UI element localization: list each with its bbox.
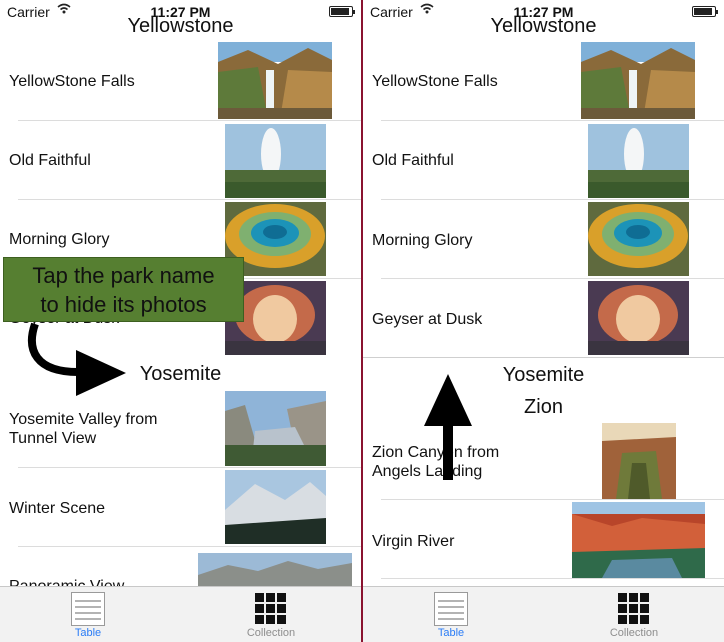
row-label-line2: Tunnel View bbox=[9, 430, 97, 447]
table-row[interactable]: Panoramic View bbox=[0, 547, 361, 595]
waterfall-photo bbox=[581, 42, 695, 119]
right-screen: Carrier 11:27 PM Yellowstone YellowStone… bbox=[363, 0, 724, 642]
table-row[interactable]: Morning Glory bbox=[363, 200, 724, 279]
winter-photo bbox=[225, 470, 326, 544]
tab-collection[interactable]: Collection bbox=[211, 587, 331, 642]
tab-bar: Table Collection bbox=[363, 586, 724, 642]
clock: 11:27 PM bbox=[150, 4, 211, 20]
table-row[interactable]: Yosemite Valley from Tunnel View bbox=[0, 388, 361, 468]
list-icon bbox=[434, 592, 468, 626]
table-row[interactable]: Geyser at Dusk bbox=[363, 279, 724, 358]
section-header-yosemite[interactable]: Yosemite bbox=[139, 363, 222, 385]
tab-bar: Table Collection bbox=[0, 586, 361, 642]
valley-photo bbox=[225, 391, 326, 466]
grid-icon bbox=[618, 593, 649, 624]
battery-icon bbox=[692, 6, 718, 17]
left-screen: Carrier 11:27 PM Yellowstone YellowStone… bbox=[0, 0, 361, 642]
status-bar: Carrier 11:27 PM bbox=[363, 0, 724, 22]
section-header-yellowstone[interactable]: Yellowstone bbox=[127, 15, 234, 37]
panorama-photo bbox=[198, 553, 352, 587]
carrier-label: Carrier bbox=[7, 4, 50, 20]
row-label: Geyser at Dusk bbox=[372, 311, 483, 328]
tab-label: Collection bbox=[609, 627, 659, 639]
table-row[interactable]: YellowStone Falls bbox=[363, 42, 724, 121]
row-label: Old Faithful bbox=[372, 152, 454, 169]
table-row[interactable]: Old Faithful bbox=[363, 121, 724, 200]
section-header-yosemite[interactable]: Yosemite bbox=[502, 364, 585, 386]
tab-label: Table bbox=[74, 627, 102, 639]
row-label-line2: Angels Landing bbox=[372, 463, 483, 480]
table-row[interactable]: Virgin River bbox=[363, 500, 724, 579]
row-label: Morning Glory bbox=[372, 232, 473, 249]
row-label: Morning Glory bbox=[9, 231, 110, 248]
waterfall-photo bbox=[218, 42, 332, 119]
section-separator bbox=[363, 357, 724, 358]
row-separator bbox=[381, 199, 724, 200]
row-separator bbox=[381, 278, 724, 279]
tab-label: Table bbox=[437, 627, 465, 639]
row-label: Old Faithful bbox=[9, 152, 91, 169]
wifi-icon bbox=[57, 3, 71, 14]
clock: 11:27 PM bbox=[513, 4, 574, 20]
tab-table[interactable]: Table bbox=[391, 587, 511, 642]
status-bar: Carrier 11:27 PM bbox=[0, 0, 361, 22]
up-arrow-icon bbox=[424, 374, 472, 480]
curved-arrow-icon bbox=[27, 322, 126, 396]
list-icon bbox=[71, 592, 105, 626]
row-separator bbox=[381, 499, 724, 500]
river-photo bbox=[572, 502, 705, 578]
instruction-callout: Tap the park name to hide its photos bbox=[3, 257, 244, 322]
row-separator bbox=[18, 199, 361, 200]
screen-divider bbox=[361, 0, 363, 642]
row-label: Zion Canyon from bbox=[372, 444, 500, 461]
row-separator bbox=[18, 546, 361, 547]
table-row[interactable]: Zion Canyon from Angels Landing bbox=[363, 420, 724, 500]
callout-line-2: to hide its photos bbox=[40, 292, 207, 317]
geyser-photo bbox=[225, 124, 326, 198]
tab-collection[interactable]: Collection bbox=[574, 587, 694, 642]
dusk-geyser-photo bbox=[588, 281, 689, 355]
table-row[interactable]: Winter Scene bbox=[0, 468, 361, 547]
grid-icon bbox=[255, 593, 286, 624]
row-separator bbox=[18, 467, 361, 468]
row-separator bbox=[381, 120, 724, 121]
row-label: Winter Scene bbox=[9, 500, 106, 517]
geyser-photo bbox=[588, 124, 689, 198]
section-header-zion[interactable]: Zion bbox=[524, 396, 563, 418]
table-row[interactable]: Old Faithful bbox=[0, 121, 361, 200]
row-label: YellowStone Falls bbox=[9, 73, 135, 90]
carrier-label: Carrier bbox=[370, 4, 413, 20]
row-separator bbox=[18, 120, 361, 121]
row-label: YellowStone Falls bbox=[372, 73, 498, 90]
canyon-photo bbox=[602, 423, 676, 499]
row-label: Yosemite Valley from bbox=[9, 411, 158, 428]
hot-spring-photo bbox=[588, 202, 689, 276]
section-header-yellowstone[interactable]: Yellowstone bbox=[490, 15, 597, 37]
row-separator bbox=[381, 578, 724, 579]
wifi-icon bbox=[420, 3, 434, 14]
tab-table[interactable]: Table bbox=[28, 587, 148, 642]
row-label: Virgin River bbox=[372, 533, 455, 550]
table-row[interactable]: YellowStone Falls bbox=[0, 42, 361, 121]
callout-line-1: Tap the park name bbox=[32, 263, 215, 288]
tab-label: Collection bbox=[246, 627, 296, 639]
battery-icon bbox=[329, 6, 355, 17]
